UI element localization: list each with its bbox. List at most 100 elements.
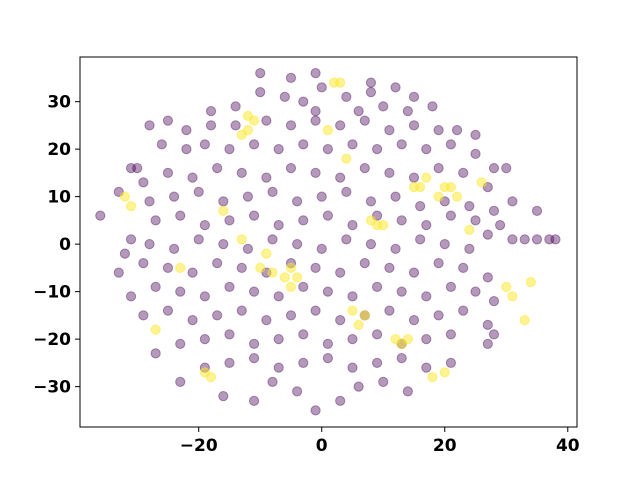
point-class-0 (248, 353, 260, 364)
point-class-0 (470, 286, 481, 297)
point-class-0 (292, 386, 303, 397)
x-tick-label: −20 (180, 436, 218, 456)
point-class-1 (439, 367, 450, 378)
point-class-1 (341, 153, 352, 164)
point-class-0 (347, 362, 358, 373)
point-class-0 (261, 172, 272, 183)
point-class-0 (544, 234, 555, 245)
point-class-0 (433, 258, 444, 269)
point-class-1 (359, 310, 370, 321)
point-class-0 (224, 144, 235, 155)
point-class-0 (396, 139, 407, 150)
point-class-0 (187, 267, 198, 278)
point-class-0 (390, 191, 401, 202)
point-class-0 (433, 163, 444, 174)
point-class-0 (415, 234, 426, 245)
point-class-0 (408, 315, 420, 326)
point-class-1 (347, 305, 358, 316)
point-class-0 (267, 186, 278, 197)
point-class-0 (359, 258, 370, 269)
y-tick-label: −30 (33, 378, 71, 398)
point-class-0 (162, 167, 174, 178)
point-class-0 (298, 357, 309, 368)
point-class-0 (371, 144, 383, 155)
point-class-0 (205, 120, 217, 131)
point-class-0 (488, 163, 500, 174)
point-class-0 (451, 125, 463, 136)
x-tick-label: 0 (316, 436, 328, 456)
point-class-0 (445, 281, 457, 292)
point-class-1 (205, 372, 217, 383)
point-class-0 (95, 210, 106, 221)
point-class-0 (371, 357, 383, 368)
point-class-1 (175, 262, 186, 273)
y-tick-label: 20 (47, 140, 71, 160)
point-class-0 (310, 305, 321, 316)
point-class-0 (335, 120, 346, 131)
point-class-0 (421, 334, 432, 345)
x-axis: −20 0 20 40 (180, 427, 580, 456)
point-class-1 (218, 205, 229, 216)
point-class-0 (396, 286, 407, 297)
point-class-0 (224, 281, 235, 292)
point-class-0 (298, 215, 309, 226)
point-class-1 (507, 291, 518, 302)
point-class-0 (218, 239, 229, 250)
point-class-0 (273, 220, 284, 231)
point-class-0 (285, 72, 297, 83)
point-class-0 (402, 386, 413, 397)
point-class-0 (279, 91, 290, 102)
point-class-0 (353, 106, 364, 117)
point-class-1 (335, 77, 346, 88)
point-class-0 (470, 129, 481, 140)
point-class-0 (261, 115, 272, 126)
point-class-1 (433, 191, 444, 202)
point-class-0 (427, 101, 438, 112)
point-class-0 (402, 106, 413, 117)
point-class-0 (384, 262, 395, 273)
point-class-0 (390, 243, 401, 254)
point-class-0 (248, 338, 260, 349)
point-class-1 (267, 267, 278, 278)
point-class-1 (451, 191, 463, 202)
point-class-0 (408, 267, 420, 278)
point-class-0 (439, 239, 450, 250)
point-class-0 (212, 310, 223, 321)
point-class-0 (408, 91, 420, 102)
point-class-0 (169, 243, 180, 254)
point-class-1 (427, 372, 438, 383)
point-class-0 (255, 87, 266, 98)
point-class-0 (310, 262, 321, 273)
point-class-0 (488, 205, 500, 216)
point-class-0 (378, 101, 389, 112)
y-tick-label: −20 (33, 330, 71, 350)
point-class-1 (402, 334, 413, 345)
point-class-0 (445, 357, 457, 368)
point-class-0 (150, 348, 161, 359)
point-class-0 (212, 163, 223, 174)
y-tick-label: −10 (33, 283, 71, 303)
point-class-0 (292, 196, 303, 207)
point-class-0 (113, 267, 124, 278)
point-class-1 (150, 324, 161, 335)
point-class-0 (335, 267, 346, 278)
point-class-0 (205, 106, 217, 117)
point-class-0 (365, 77, 377, 88)
point-class-0 (445, 210, 457, 221)
point-class-0 (501, 163, 512, 174)
point-class-1 (322, 125, 333, 136)
point-class-0 (482, 338, 493, 349)
point-class-0 (181, 125, 192, 136)
point-class-0 (267, 376, 278, 387)
point-class-0 (138, 177, 149, 188)
point-class-0 (470, 148, 481, 159)
point-class-0 (230, 120, 241, 131)
point-class-0 (531, 234, 543, 245)
point-class-0 (458, 262, 469, 273)
point-class-0 (273, 291, 284, 302)
point-class-0 (162, 305, 174, 316)
point-class-1 (242, 125, 254, 136)
point-class-0 (310, 405, 321, 416)
point-class-0 (298, 139, 309, 150)
point-class-0 (273, 144, 284, 155)
